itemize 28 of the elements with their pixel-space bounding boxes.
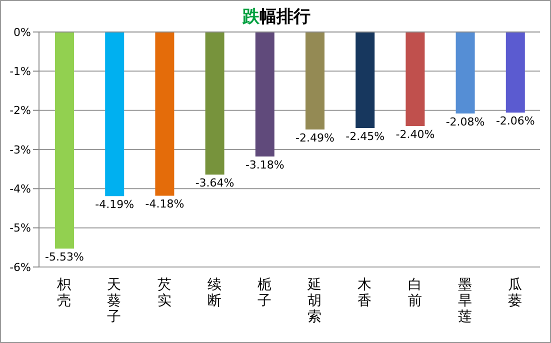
data-label: -5.53% (45, 250, 84, 264)
data-label: -3.18% (245, 158, 284, 172)
y-tick-label: -1% (10, 65, 31, 78)
x-tick-label: 芡实 (157, 277, 172, 309)
y-tick-label: -3% (10, 143, 31, 156)
y-tick-label: -6% (10, 260, 31, 274)
x-tick-label: 瓜蒌 (508, 277, 522, 309)
x-tick-label: 白前 (408, 277, 422, 309)
y-tick-label: -4% (10, 182, 31, 196)
data-label: -4.19% (95, 198, 134, 212)
x-tick-label: 墨旱莲 (458, 277, 472, 325)
x-tick-label: 延胡索 (306, 277, 322, 325)
x-tick-label: 天葵子 (107, 277, 122, 325)
data-label: -2.40% (396, 128, 435, 141)
data-label: -4.18% (145, 198, 184, 211)
data-label: -2.06% (496, 114, 535, 128)
x-tick-label: 木香 (358, 277, 372, 309)
x-tick-label: 续断 (207, 277, 222, 309)
data-label: -2.49% (296, 132, 334, 145)
x-tick-label: 枳壳 (56, 277, 72, 309)
chart-title: 跌幅排行 (242, 7, 310, 27)
data-label: -2.08% (446, 115, 485, 128)
y-tick-label: 0% (14, 26, 31, 39)
data-label: -2.45% (346, 130, 385, 143)
data-label: -3.64% (195, 176, 234, 190)
x-tick-label: 栀子 (257, 277, 272, 309)
y-tick-label: -2% (10, 104, 31, 118)
y-tick-label: -5% (10, 222, 31, 235)
